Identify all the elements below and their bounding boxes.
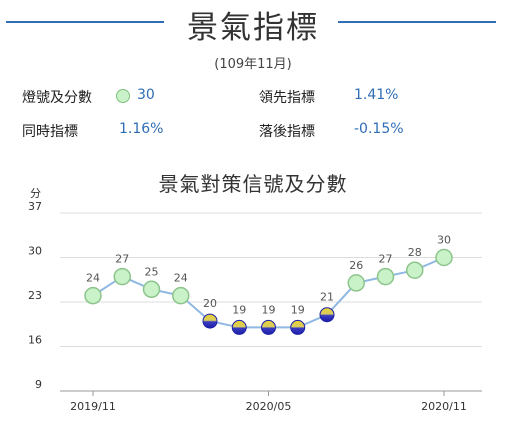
data-label: 19 <box>262 303 276 316</box>
leading-value: 1.41% <box>354 87 399 103</box>
signal-label: 燈號及分數 <box>22 90 92 106</box>
data-label: 19 <box>291 303 305 316</box>
coincident-value: 1.16% <box>119 121 164 137</box>
yellow-blue-signal-marker <box>261 319 276 335</box>
coincident-label: 同時指標 <box>22 124 78 140</box>
data-label: 27 <box>379 253 393 266</box>
lagging-value: -0.15% <box>354 121 404 137</box>
data-label: 30 <box>437 234 451 247</box>
title-rule-left <box>6 21 164 23</box>
data-label: 24 <box>174 272 188 285</box>
yellow-blue-signal-marker <box>319 307 335 323</box>
green-signal-marker <box>376 267 395 286</box>
data-label: 27 <box>115 253 129 266</box>
x-tick-label: 2019/11 <box>70 400 116 413</box>
yellow-blue-signal-marker <box>290 319 306 335</box>
header: 景氣指標 <box>0 0 506 48</box>
title-rule-right <box>338 21 496 23</box>
data-label: 26 <box>349 259 363 272</box>
leading-label: 領先指標 <box>259 90 315 106</box>
green-signal-marker <box>347 274 365 292</box>
green-signal-marker <box>172 286 190 305</box>
data-label: 20 <box>203 297 217 310</box>
green-signal-marker <box>142 280 161 299</box>
x-tick-label: 2020/05 <box>246 400 292 413</box>
green-light-icon <box>116 89 130 103</box>
signal-score: 30 <box>137 87 155 103</box>
lagging-label: 落後指標 <box>259 124 315 140</box>
yellow-blue-signal-marker <box>202 313 218 329</box>
x-tick-label: 2020/11 <box>421 400 467 413</box>
chart-title: 景氣對策信號及分數 <box>158 172 348 196</box>
period-label: (109年11月) <box>214 57 292 72</box>
page-title: 景氣指標 <box>187 10 319 46</box>
y-tick-label: 9 <box>35 378 42 391</box>
data-label: 28 <box>408 246 422 259</box>
y-tick-label: 37 <box>28 200 42 213</box>
green-signal-marker <box>84 286 102 305</box>
green-signal-marker <box>406 261 424 279</box>
data-label: 21 <box>320 291 334 304</box>
green-signal-marker <box>435 248 453 267</box>
yellow-blue-signal-marker <box>231 319 247 335</box>
y-tick-label: 30 <box>28 245 42 258</box>
data-label: 25 <box>145 265 159 278</box>
green-signal-marker <box>113 267 131 286</box>
data-label: 19 <box>232 303 246 316</box>
y-tick-label: 23 <box>28 289 42 302</box>
y-axis-unit: 分 <box>30 187 41 200</box>
y-tick-label: 16 <box>28 334 42 347</box>
data-label: 24 <box>86 272 100 285</box>
